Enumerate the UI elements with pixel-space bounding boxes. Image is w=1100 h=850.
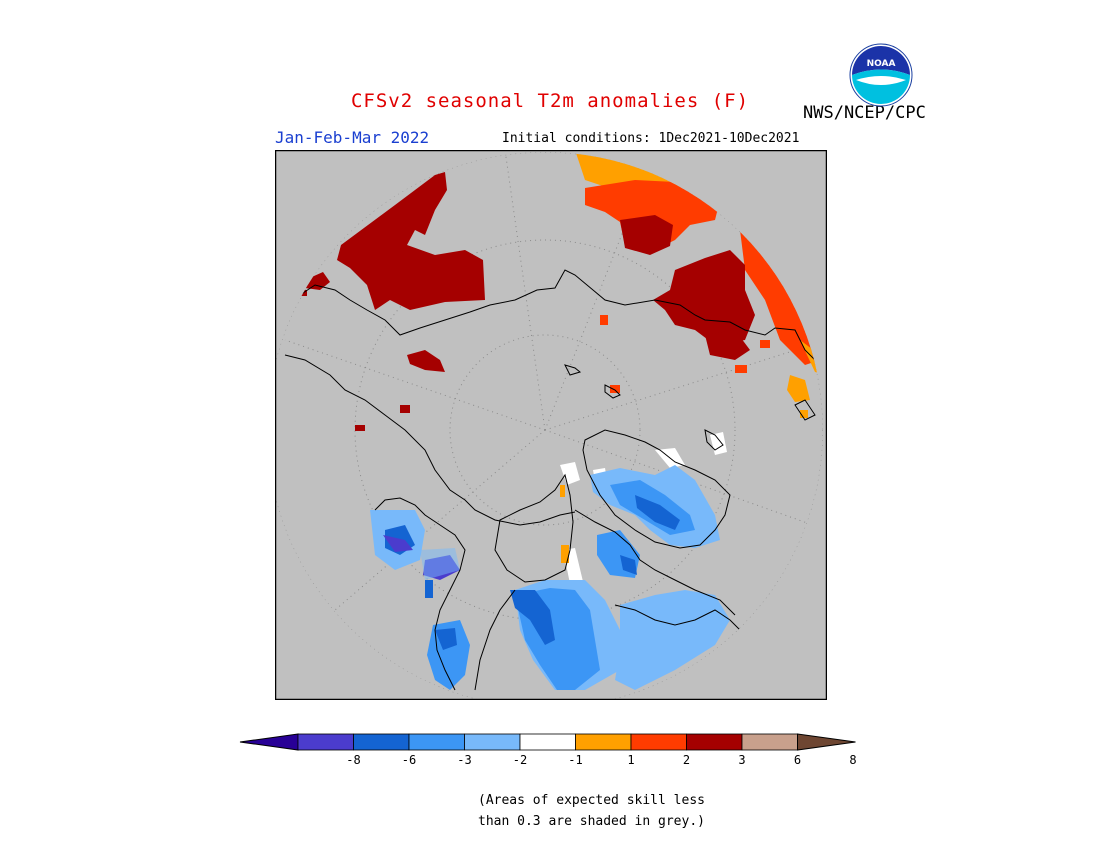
legend-tick-label: 1	[627, 753, 634, 767]
legend-tick-label: -6	[402, 753, 416, 767]
chart-title: CFSv2 seasonal T2m anomalies (F)	[350, 90, 750, 112]
cold-region-greenland	[590, 465, 720, 578]
legend-bins	[239, 733, 856, 751]
legend-bin-low	[239, 733, 299, 751]
noaa-logo-text: NOAA	[867, 59, 896, 69]
legend-tick-label: 2	[683, 753, 690, 767]
legend-tick-label: -8	[346, 753, 360, 767]
noaa-logo-icon: NOAA	[849, 43, 913, 107]
legend-bin	[353, 733, 410, 751]
legend-tick-labels: -8 -6 -3 -2 -1 1 2 3 6 8	[346, 753, 856, 767]
warm-region-siberia	[301, 172, 485, 431]
legend-bin	[297, 733, 354, 751]
warm-region-europe	[575, 152, 823, 418]
organization-label: NWS/NCEP/CPC	[803, 103, 926, 123]
legend-bin	[408, 733, 465, 751]
legend-tick-label: 3	[738, 753, 745, 767]
forecast-period: Jan-Feb-Mar 2022	[275, 128, 430, 147]
color-legend: -8 -6 -3 -2 -1 1 2 3 6 8	[239, 733, 857, 767]
legend-bin	[519, 733, 576, 751]
cold-region-north-america	[370, 485, 730, 690]
legend-tick-label: -2	[513, 753, 527, 767]
legend-tick-label: -1	[568, 753, 582, 767]
legend-bin	[741, 733, 798, 751]
skill-note-line-1: (Areas of expected skill less	[478, 793, 705, 808]
legend-bin	[630, 733, 687, 751]
coastlines	[284, 269, 816, 691]
polar-anomaly-map	[275, 150, 827, 700]
legend-tick-label: 8	[849, 753, 856, 767]
legend-bin	[575, 733, 632, 751]
legend-bin	[464, 733, 521, 751]
skill-note-line-2: than 0.3 are shaded in grey.)	[478, 814, 705, 829]
legend-bin-high	[797, 733, 856, 751]
skill-note: (Areas of expected skill less than 0.3 a…	[478, 790, 705, 832]
legend-bin	[686, 733, 743, 751]
legend-tick-label: -3	[457, 753, 471, 767]
legend-tick-label: 6	[794, 753, 801, 767]
map-frame	[275, 150, 827, 700]
initial-conditions: Initial conditions: 1Dec2021-10Dec2021	[502, 131, 800, 146]
